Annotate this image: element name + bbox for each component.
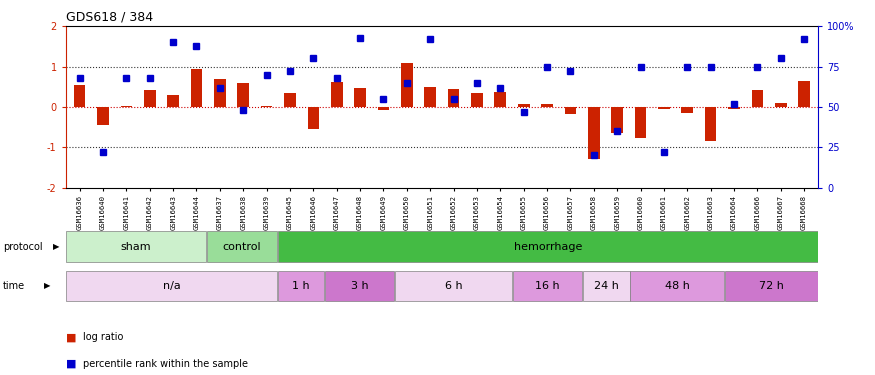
- Text: 6 h: 6 h: [444, 281, 463, 291]
- Text: ▶: ▶: [52, 242, 59, 251]
- Text: time: time: [3, 281, 24, 291]
- Bar: [167, 95, 179, 107]
- Bar: [284, 93, 296, 107]
- Text: hemorrhage: hemorrhage: [514, 242, 582, 252]
- Bar: [354, 88, 366, 107]
- Bar: [424, 87, 436, 107]
- Bar: [307, 107, 319, 129]
- Text: protocol: protocol: [3, 242, 42, 252]
- Bar: [513, 271, 583, 301]
- Bar: [612, 107, 623, 133]
- Bar: [207, 231, 276, 262]
- Bar: [277, 271, 324, 301]
- Text: ▶: ▶: [44, 281, 50, 290]
- Bar: [401, 63, 413, 107]
- Text: 16 h: 16 h: [536, 281, 560, 291]
- Bar: [728, 107, 740, 109]
- Bar: [542, 105, 553, 107]
- Text: 3 h: 3 h: [351, 281, 368, 291]
- Bar: [682, 107, 693, 113]
- Bar: [261, 106, 272, 107]
- Bar: [325, 271, 395, 301]
- Bar: [494, 92, 506, 107]
- Bar: [66, 271, 276, 301]
- Text: ■: ■: [66, 333, 76, 342]
- Text: log ratio: log ratio: [83, 333, 123, 342]
- Bar: [66, 231, 206, 262]
- Bar: [564, 107, 577, 114]
- Bar: [798, 81, 810, 107]
- Bar: [584, 271, 629, 301]
- Bar: [97, 107, 108, 125]
- Bar: [121, 106, 132, 107]
- Text: ■: ■: [66, 359, 76, 369]
- Text: 1 h: 1 h: [292, 281, 310, 291]
- Bar: [658, 107, 669, 109]
- Bar: [704, 107, 717, 141]
- Bar: [144, 90, 156, 107]
- Text: n/a: n/a: [163, 281, 180, 291]
- Bar: [191, 69, 202, 107]
- Bar: [237, 84, 249, 107]
- Text: sham: sham: [121, 242, 151, 252]
- Text: control: control: [222, 242, 262, 252]
- Bar: [396, 271, 512, 301]
- Bar: [214, 80, 226, 107]
- Bar: [752, 90, 763, 107]
- Bar: [724, 271, 817, 301]
- Bar: [74, 85, 86, 107]
- Bar: [277, 231, 817, 262]
- Bar: [588, 107, 599, 159]
- Text: 48 h: 48 h: [665, 281, 690, 291]
- Bar: [378, 107, 389, 110]
- Bar: [518, 105, 529, 107]
- Bar: [634, 107, 647, 138]
- Bar: [471, 93, 483, 107]
- Bar: [331, 82, 342, 107]
- Text: 24 h: 24 h: [594, 281, 619, 291]
- Bar: [775, 103, 787, 107]
- Text: GDS618 / 384: GDS618 / 384: [66, 11, 153, 24]
- Bar: [448, 89, 459, 107]
- Text: percentile rank within the sample: percentile rank within the sample: [83, 359, 248, 369]
- Bar: [631, 271, 724, 301]
- Text: 72 h: 72 h: [759, 281, 783, 291]
